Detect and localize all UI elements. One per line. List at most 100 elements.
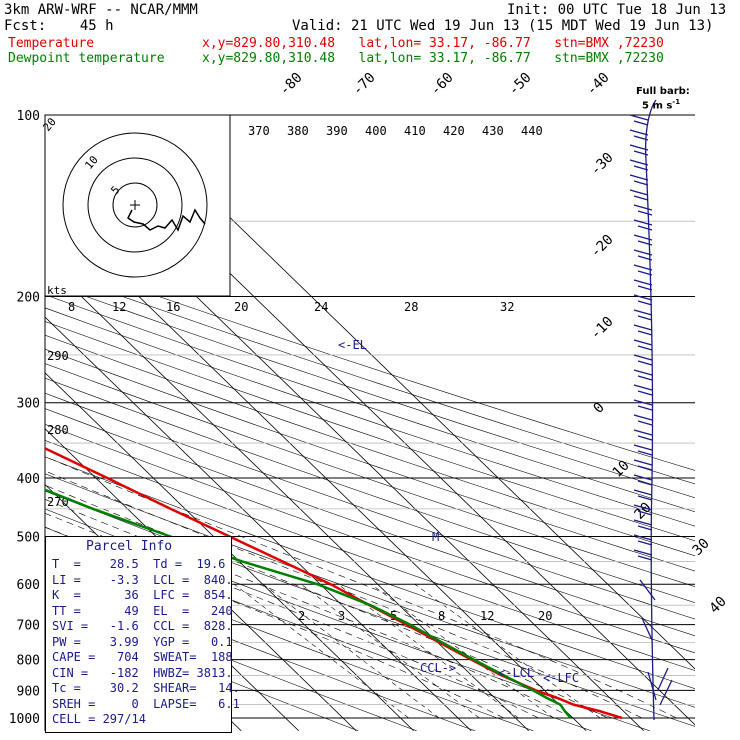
wind-barb (633, 474, 653, 486)
temperature-tick-label: -40 (584, 70, 613, 99)
isotherm-line (45, 372, 414, 731)
wind-barb (633, 279, 653, 291)
dry-adiabat-line (45, 307, 695, 527)
el-marker: <-EL (338, 338, 367, 352)
wind-barb (633, 204, 653, 216)
lfc-marker: <-LFC (543, 671, 579, 685)
speed-tick-label: 12 (112, 300, 126, 314)
mixing-ratio-label: 3 (338, 609, 345, 623)
barb-legend-line2: 5 m s (642, 100, 673, 112)
mixing-ratio-line (300, 583, 480, 719)
parcel-info-title: Parcel Info (86, 539, 173, 554)
theta-left-label: 290 (47, 349, 69, 363)
wind-barb (633, 339, 653, 351)
theta-label: 370 (248, 124, 270, 138)
mixing-ratio-label: 2 (298, 609, 305, 623)
isotherm-line (0, 115, 11, 731)
pressure-tick-label: 700 (17, 619, 40, 634)
mixing-ratio-line (234, 583, 409, 719)
dry-adiabat-line (45, 606, 359, 731)
wind-barb (633, 399, 653, 411)
wind-barb (633, 459, 653, 471)
wind-barb (633, 429, 653, 441)
wind-barb (633, 234, 653, 246)
hodograph-ring (62, 132, 208, 278)
wind-barb (633, 369, 653, 381)
wind-barb (629, 129, 649, 141)
wind-barb (633, 249, 653, 261)
parcel-info-row: T = 28.5 Td = 19.6 (52, 557, 226, 571)
wind-barb (633, 264, 653, 276)
wind-barb (633, 414, 653, 426)
pressure-tick-label: 500 (17, 530, 40, 545)
dry-adiabat-line (45, 363, 695, 587)
pressure-tick-label: 400 (17, 472, 40, 487)
pressure-tick-label: 900 (17, 684, 40, 699)
pressure-tick-label: 100 (17, 109, 40, 124)
hodograph-ring (87, 157, 183, 253)
parcel-info-row: Tc = 30.2 SHEAR= 14. (52, 681, 240, 695)
wind-barb (633, 324, 653, 336)
temperature-tick-label: -10 (588, 314, 617, 343)
mixing-ratio-line (370, 583, 554, 719)
temperature-tick-label: -70 (350, 70, 379, 99)
wind-barb (629, 159, 649, 171)
pressure-tick-label: 800 (17, 654, 40, 669)
dry-adiabat-line (45, 281, 695, 499)
pressure-tick-label: 1000 (9, 712, 40, 727)
temperature-tick-label: 0 (591, 400, 608, 417)
temperature-legend: Temperature (8, 36, 95, 51)
speed-tick-label: 32 (500, 300, 514, 314)
mixing-ratio-line (262, 583, 440, 719)
mixing-ratio-label: 8 (438, 609, 445, 623)
theta-label: 400 (365, 124, 387, 138)
m-marker: M (432, 530, 439, 544)
isotherm-line (45, 428, 357, 731)
dry-adiabat-line (45, 321, 695, 542)
mixing-ratio-line (337, 583, 519, 719)
hodograph-trace (127, 208, 206, 232)
dewpoint-location: x,y=829.80,310.48 lat,lon= 33.17, -86.77… (202, 51, 664, 66)
theta-label: 420 (443, 124, 465, 138)
barb-legend-line1: Full barb: (636, 86, 690, 97)
isotherm-line (45, 316, 472, 731)
dry-adiabat-line (45, 256, 695, 471)
pressure-tick-label: 600 (17, 578, 40, 593)
parcel-info-row: CAPE = 704 SWEAT= 188 (52, 650, 233, 664)
moist-adiabat-line (45, 470, 643, 719)
dry-adiabat-line (45, 392, 695, 620)
mixing-ratio-label: 12 (480, 609, 494, 623)
dry-adiabat-line (45, 377, 695, 603)
dry-adiabat-line (45, 585, 417, 731)
wind-barb (633, 384, 653, 396)
theta-left-label: 280 (47, 423, 69, 437)
moist-adiabat-line (45, 456, 677, 719)
init-time: Init: 00 UTC Tue 18 Jun 13 (507, 2, 727, 18)
wind-barb (629, 174, 649, 186)
wind-barb (629, 144, 649, 156)
wind-barb (633, 489, 653, 501)
parcel-info-row: PW = 3.99 YGP = 0.1 (52, 634, 233, 649)
dewpoint-legend: Dewpoint temperature (8, 51, 165, 66)
parcel-info-row: TT = 49 EL = 240 (52, 603, 233, 618)
theta-left-label: 270 (47, 495, 69, 509)
theta-label: 380 (287, 124, 309, 138)
speed-tick-label: 20 (234, 300, 248, 314)
wind-barb (633, 219, 653, 231)
wind-barb (633, 534, 653, 546)
wind-barb (633, 549, 653, 561)
wind-barb (633, 354, 653, 366)
parcel-info-row: SVI = -1.6 CCL = 828. (52, 619, 233, 633)
speed-tick-label: 8 (68, 300, 75, 314)
isotherm-line (45, 260, 529, 731)
parcel-info-row: SREH = 0 LAPSE= 6.1 (52, 696, 240, 711)
speed-tick-label: 24 (314, 300, 328, 314)
moist-adiabat-line (45, 512, 539, 719)
dry-adiabat-line (45, 456, 695, 690)
dry-adiabat-line (45, 294, 695, 513)
wind-barb (633, 309, 653, 321)
theta-label: 430 (482, 124, 504, 138)
pressure-tick-label: 300 (17, 397, 40, 412)
dry-adiabat-line (45, 408, 695, 637)
moist-adiabat-line (45, 499, 574, 719)
